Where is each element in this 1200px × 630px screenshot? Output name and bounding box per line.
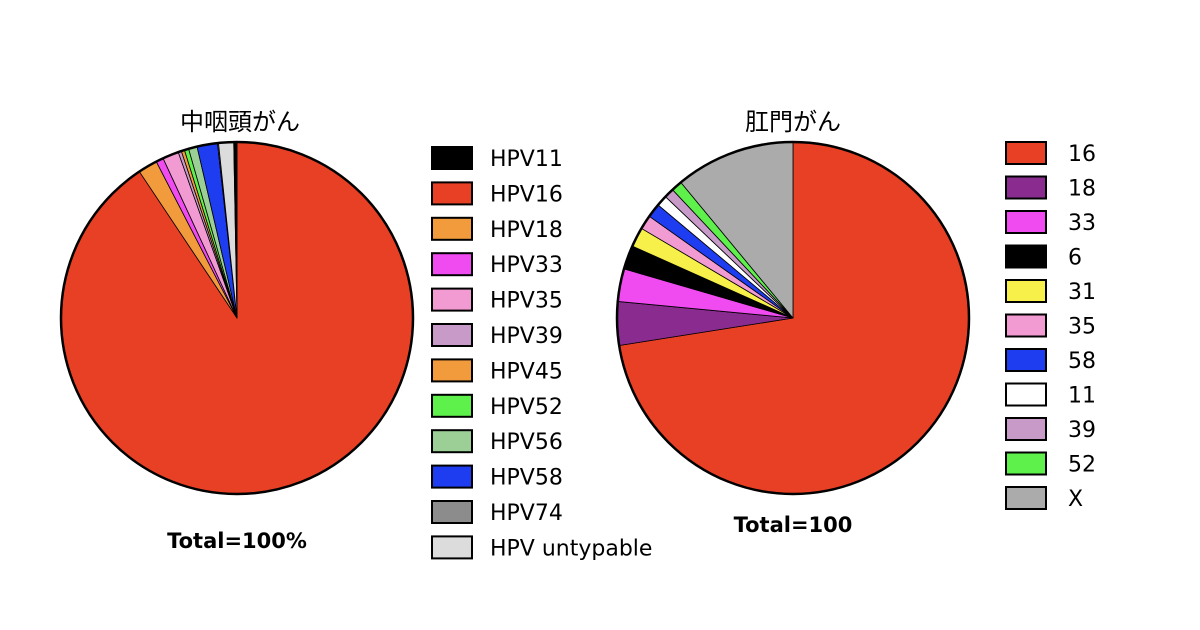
pie-outline [615,140,971,496]
legend-swatch [1005,244,1047,269]
legend-item-hpv58: HPV58 [431,464,563,491]
chart-title-anal: 肛門がん [745,108,841,136]
legend-swatch [1005,279,1047,303]
legend-label: HPV74 [490,501,563,526]
legend-item-35: 35 [1005,313,1096,340]
legend-swatch [431,500,473,524]
legend-item-58: 58 [1005,348,1096,374]
legend-swatch [431,181,473,206]
anal-pie-chart: 肛門がん Total=100 16 18 33 6 31 35 58 11 39 52 X [615,108,1096,537]
legend-label: 52 [1068,453,1096,478]
legend-label: HPV58 [490,466,563,491]
legend-item-6: 6 [1005,244,1082,271]
total-label-anal: Total=100 [734,513,853,537]
legend-oropharyngeal: HPV11 HPV16 HPV18 HPV33 HPV35 HPV39 HPV45 HPV52… [431,146,652,561]
legend-label: HPV35 [490,289,563,314]
legend-label: 18 [1068,177,1096,202]
legend-swatch [1005,451,1047,476]
legend-swatch [431,429,473,454]
legend-label: 39 [1068,418,1096,443]
legend-swatch [431,323,473,347]
pie-outline [59,140,415,496]
legend-swatch [431,358,473,383]
legend-item-52: 52 [1005,451,1096,478]
legend-item-hpv-untypable: HPV untypable [431,535,652,561]
legend-swatch [1005,486,1047,510]
total-label-oropharyngeal: Total=100% [167,529,307,553]
oropharyngeal-pie-chart: 中咽頭がん Total=100% HPV11HPV16HPV18HPV33HPV… [59,108,652,561]
legend-label: HPV56 [490,430,563,455]
legend-label: 11 [1068,384,1096,409]
legend-swatch [431,393,473,418]
legend-swatch [1005,417,1047,441]
legend-item-x: X [1005,486,1083,512]
legend-swatch [1005,382,1047,407]
chart-title-oropharyngeal: 中咽頭がん [180,108,300,136]
legend-item-11: 11 [1005,382,1096,409]
pie-slices-oropharyngeal [59,140,415,496]
legend-label: 16 [1068,142,1096,167]
legend-label: HPV52 [490,395,563,420]
legend-swatch [1005,210,1047,234]
legend-item-hpv18: HPV18 [431,216,563,243]
legend-item-18: 18 [1005,175,1096,202]
legend-swatch [1005,141,1047,165]
legend-item-hpv35: HPV35 [431,287,563,314]
legend-label: HPV16 [490,182,563,207]
legend-label: HPV39 [490,324,563,349]
legend-swatch [431,216,473,241]
pie-slices-anal [615,140,971,496]
legend-item-33: 33 [1005,210,1096,236]
legend-label: 58 [1068,349,1096,374]
legend-item-hpv56: HPV56 [431,429,563,455]
legend-label: 6 [1068,246,1082,271]
legend-item-16: 16 [1005,141,1096,167]
legend-item-hpv16: HPV16 [431,181,563,207]
legend-label: X [1068,487,1083,512]
legend-label: HPV untypable [490,536,652,561]
legend-label: 35 [1068,315,1096,340]
legend-item-31: 31 [1005,279,1096,305]
legend-item-hpv33: HPV33 [431,252,563,278]
legend-item-hpv45: HPV45 [431,358,563,384]
legend-item-hpv74: HPV74 [431,500,563,526]
legend-swatch [1005,348,1047,372]
legend-swatch [1005,175,1047,200]
legend-item-hpv11: HPV11 [431,146,563,172]
legend-swatch [431,146,473,170]
legend-anal: 16 18 33 6 31 35 58 11 39 52 X [1005,141,1096,512]
legend-item-hpv39: HPV39 [431,323,563,349]
legend-item-hpv52: HPV52 [431,393,563,420]
legend-item-39: 39 [1005,417,1096,443]
legend-label: HPV45 [490,359,563,384]
legend-label: HPV11 [490,147,563,172]
legend-swatch [1005,313,1047,338]
legend-swatch [431,287,473,312]
legend-label: 31 [1068,280,1096,305]
legend-swatch [431,535,473,560]
legend-label: 33 [1068,211,1096,236]
legend-swatch [431,464,473,489]
legend-label: HPV18 [490,218,563,243]
legend-label: HPV33 [490,253,563,278]
legend-swatch [431,252,473,277]
